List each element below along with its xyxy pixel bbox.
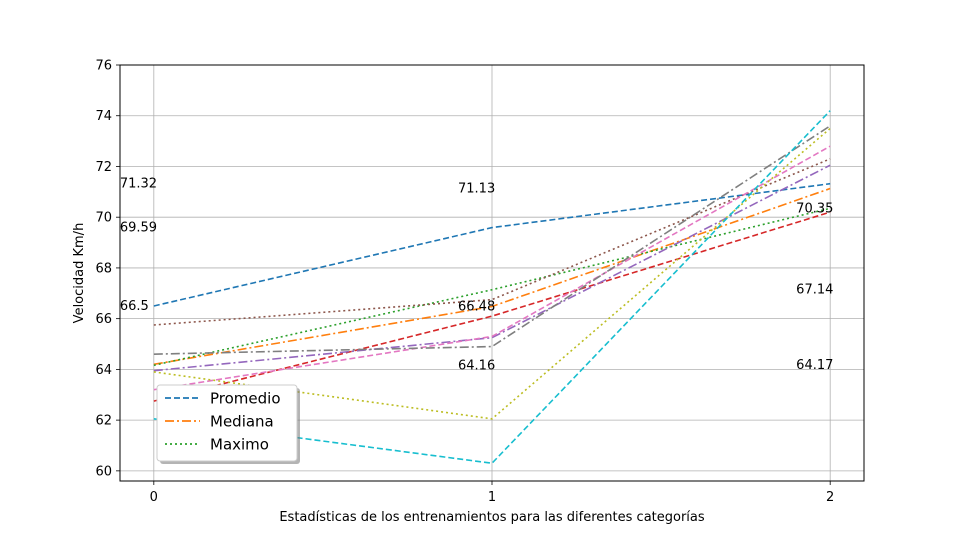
x-tick-label: 1 [488, 490, 496, 505]
legend-label: Maximo [210, 436, 269, 454]
series-line-7 [153, 145, 831, 391]
y-tick-label: 66 [95, 312, 112, 327]
y-tick-label: 60 [95, 464, 112, 479]
axis-ticks: 60 62 64 66 68 70 72 74 76 0 1 2 [95, 59, 834, 506]
y-tick-label: 62 [95, 414, 112, 429]
y-tick-label: 64 [95, 363, 112, 378]
y-tick-label: 68 [95, 261, 112, 276]
y-tick-label: 74 [95, 109, 112, 124]
value-annotation: 70.35 [796, 201, 833, 216]
value-annotation: 69.59 [120, 221, 157, 236]
series-line-9 [153, 127, 831, 420]
y-tick-label: 70 [95, 211, 112, 226]
y-tick-label: 72 [95, 160, 112, 175]
series-line-3 [153, 207, 831, 367]
value-annotation: 66.48 [458, 299, 495, 314]
series-line-8 [153, 125, 831, 355]
y-tick-label: 76 [95, 59, 112, 74]
value-annotation: 71.32 [120, 177, 157, 192]
value-annotations: 66.5 69.59 71.32 64.16 66.48 71.13 64.17 67.14 7… [120, 177, 834, 374]
x-tick-label: 2 [826, 490, 834, 505]
x-tick-label: 0 [150, 490, 158, 505]
legend-label: Promedio [210, 390, 281, 408]
legend-label: Mediana [210, 413, 274, 431]
value-annotation: 64.16 [458, 358, 495, 373]
value-annotation: 67.14 [796, 283, 833, 298]
value-annotation: 66.5 [120, 299, 149, 314]
legend-box [156, 384, 298, 462]
y-axis-label: Velocidad Km/h [72, 223, 87, 324]
x-axis-label: Estadísticas de los entrenamientos para … [279, 510, 705, 525]
legend: Promedio Mediana Maximo [156, 384, 300, 464]
value-annotation: 64.17 [796, 358, 833, 373]
series-line-1 [153, 182, 831, 307]
value-annotation: 71.13 [458, 182, 495, 197]
